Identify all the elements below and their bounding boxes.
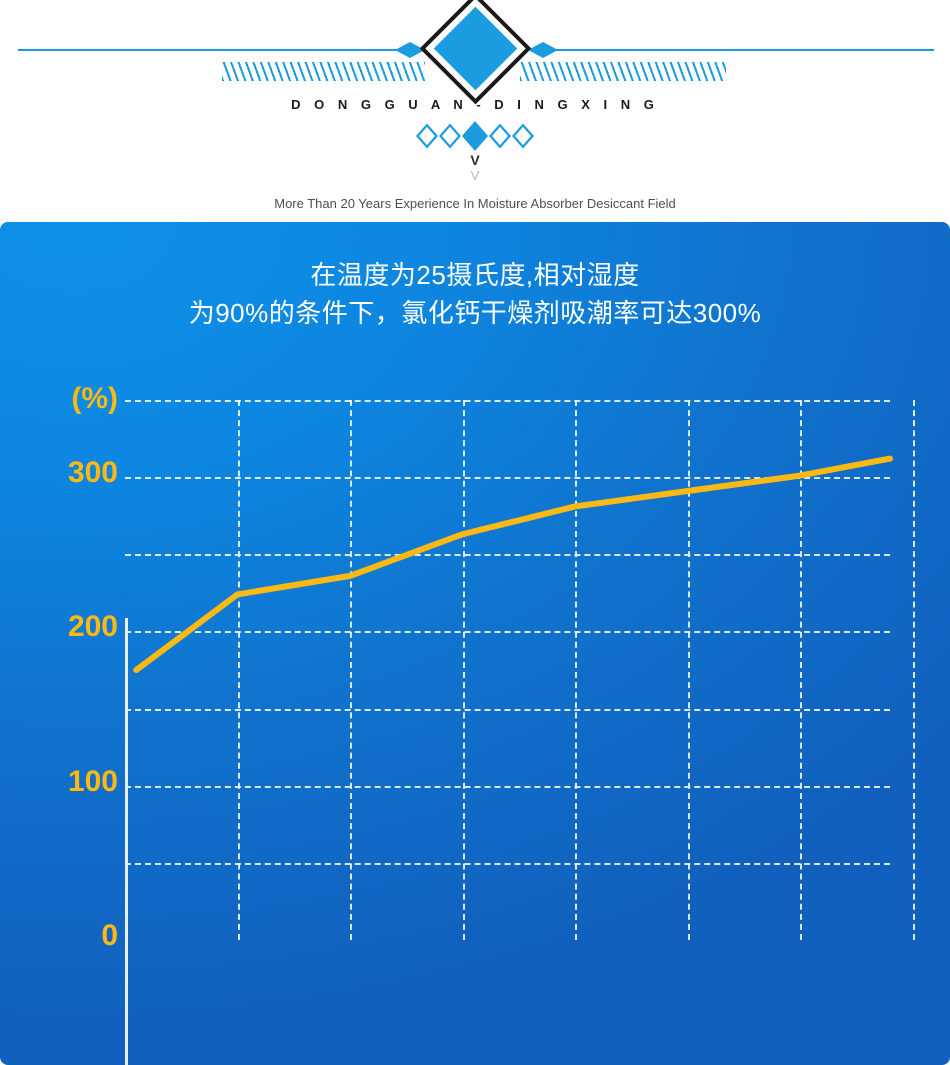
gridline-vertical xyxy=(687,400,690,940)
y-tick-label: 100 xyxy=(67,764,118,798)
page-header: D O N G G U A N - D I N G X I N G V V Mo… xyxy=(0,0,950,222)
chart-title-line2: 为90%的条件下，氯化钙干燥剂吸潮率可达300% xyxy=(188,298,762,328)
gridline-horizontal xyxy=(125,477,890,480)
chart-title-line1: 在温度为25摄氏度,相对湿度 xyxy=(310,260,640,290)
y-tick-label: 200 xyxy=(67,610,118,644)
hatch-pattern-left-icon xyxy=(222,62,425,81)
header-rule-right xyxy=(552,49,934,51)
gridline-horizontal xyxy=(125,400,890,402)
y-tick-label: 0 xyxy=(101,919,118,952)
diamond-outline-icon-4 xyxy=(512,123,534,149)
chart-title: 在温度为25摄氏度,相对湿度 为90%的条件下，氯化钙干燥剂吸潮率可达300% xyxy=(0,256,950,332)
diamond-divider xyxy=(0,121,950,151)
gridline-horizontal xyxy=(125,631,890,634)
gridline-vertical xyxy=(800,400,802,940)
gridline-vertical xyxy=(462,400,465,940)
hatch-pattern-right-icon xyxy=(520,62,726,81)
diamond-outline-icon-3 xyxy=(489,123,511,149)
chart-panel: 在温度为25摄氏度,相对湿度 为90%的条件下，氯化钙干燥剂吸潮率可达300% … xyxy=(0,222,950,1065)
small-diamond-right-icon xyxy=(528,42,558,58)
gridline-horizontal xyxy=(125,554,890,557)
tagline: More Than 20 Years Experience In Moistur… xyxy=(274,196,676,211)
y-axis-line xyxy=(125,618,128,1065)
gridline-horizontal xyxy=(125,708,890,711)
gridline-vertical xyxy=(912,400,915,940)
brand-name: D O N G G U A N - D I N G X I N G xyxy=(291,97,659,112)
gridline-vertical xyxy=(237,400,240,940)
y-tick-label: 300 xyxy=(67,456,118,490)
small-diamond-left-icon xyxy=(395,42,425,58)
y-axis-labels: 0 100 200 300 (%) xyxy=(0,222,118,1065)
gridline-vertical xyxy=(575,400,577,940)
chart-line-series xyxy=(133,455,893,673)
chevron-down-icon-light: V xyxy=(470,168,480,183)
diamond-filled-icon xyxy=(462,121,488,151)
diamond-outline-icon-1 xyxy=(416,123,438,149)
gridline-horizontal xyxy=(125,862,890,865)
diamond-outline-icon-2 xyxy=(439,123,461,149)
gridline-horizontal xyxy=(125,785,890,788)
chart-plot-area xyxy=(125,400,915,940)
y-axis-unit-label: (%) xyxy=(71,382,118,415)
gridline-vertical xyxy=(350,400,352,940)
series-line xyxy=(133,455,893,673)
chevron-down-icon-dark: V xyxy=(470,152,480,168)
header-rule-left xyxy=(18,49,400,51)
logo-diamond-icon xyxy=(419,0,532,105)
